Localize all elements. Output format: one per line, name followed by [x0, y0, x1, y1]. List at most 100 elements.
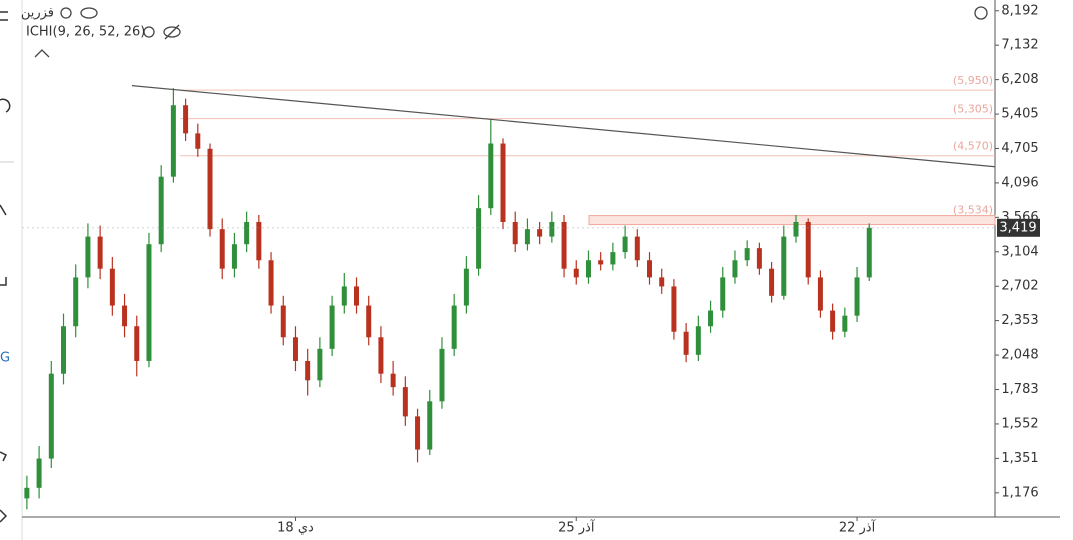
- y-tick-label: 5,405: [1001, 107, 1038, 122]
- candle-body: [402, 387, 408, 417]
- candle-body: [256, 221, 262, 261]
- y-tick-label: 2,353: [1001, 313, 1038, 328]
- tool-icon: [0, 204, 7, 216]
- candle-body: [500, 143, 506, 222]
- candle-body: [134, 326, 140, 361]
- candle-body: [866, 227, 872, 278]
- candle-body: [561, 221, 567, 269]
- candle-body: [683, 331, 689, 355]
- last-price-box: [997, 218, 1040, 237]
- candle-body: [512, 221, 518, 245]
- symbol-name: فزرين: [21, 6, 54, 21]
- level-label: (3,534): [953, 204, 993, 217]
- candle-body: [537, 229, 543, 237]
- candle-body: [634, 236, 640, 261]
- candle-body: [573, 268, 579, 278]
- candle-body: [720, 277, 726, 311]
- y-tick-label: 1,176: [1001, 485, 1038, 500]
- candle-body: [292, 337, 298, 361]
- candle-body: [585, 260, 591, 278]
- candle-body: [476, 208, 482, 269]
- y-tick-label: 1,783: [1001, 382, 1038, 397]
- candle-body: [769, 268, 775, 296]
- candle-body: [305, 360, 311, 381]
- candle-body: [390, 373, 396, 388]
- collapse-icon[interactable]: [34, 49, 50, 58]
- tool-icon: [0, 98, 11, 113]
- y-tick-label: 7,132: [1001, 38, 1038, 53]
- candle-body: [366, 305, 372, 338]
- tool-icon: [0, 509, 8, 523]
- y-tick-label: 1,552: [1001, 416, 1038, 431]
- candle-body: [451, 305, 457, 349]
- level-label: (4,570): [953, 140, 993, 153]
- y-tick-label: 6,208: [1001, 72, 1038, 87]
- candle-body: [805, 221, 811, 278]
- candle-body: [622, 236, 628, 253]
- hidden-icon[interactable]: [164, 24, 180, 40]
- plot: [22, 85, 996, 510]
- candle-body: [854, 277, 860, 316]
- candle-body: [231, 244, 237, 269]
- y-tick-label: 2,702: [1001, 279, 1038, 294]
- level-zone: [588, 215, 996, 226]
- visibility-icon[interactable]: [80, 7, 98, 19]
- settings-icon[interactable]: [60, 7, 72, 19]
- candle-body: [48, 373, 54, 459]
- candle-body: [756, 248, 762, 269]
- candle-body: [219, 229, 225, 269]
- y-tick-label: 4,096: [1001, 175, 1038, 190]
- candle-body: [463, 268, 469, 306]
- level-label: (5,950): [953, 74, 993, 87]
- candle-body: [659, 277, 665, 287]
- settings-icon[interactable]: [143, 26, 155, 38]
- candle-body: [415, 416, 421, 450]
- candle-body: [671, 286, 677, 332]
- candle-body: [317, 348, 323, 381]
- tool-icon: [0, 11, 8, 21]
- tool-icon-text: G: [0, 351, 10, 366]
- indicator-label: ICHI(9, 26, 52, 26): [26, 25, 145, 40]
- y-tick-label: 1,351: [1001, 451, 1038, 466]
- candle-body: [146, 244, 152, 361]
- candle-body: [488, 143, 494, 209]
- y-tick-label: 8,192: [1001, 3, 1038, 18]
- level-label: (5,305): [953, 103, 993, 116]
- candle-body: [598, 260, 604, 265]
- candle-body: [842, 315, 848, 332]
- candle-body: [341, 286, 347, 306]
- candle-body: [610, 252, 616, 265]
- candle-body: [329, 305, 335, 349]
- crosshair-icon[interactable]: [974, 6, 988, 20]
- candle-body: [24, 487, 30, 499]
- visibility-icon[interactable]: [163, 26, 181, 38]
- x-tick-label: 22 آذر: [839, 519, 877, 536]
- candle-body: [708, 310, 714, 327]
- x-tick-label: 25 آذر: [558, 519, 596, 536]
- candle-body: [170, 105, 176, 177]
- candle-body: [195, 133, 201, 149]
- candle-body: [439, 348, 445, 402]
- candle-body: [73, 277, 79, 327]
- x-tick-label: 18 دي: [277, 521, 314, 536]
- candle-body: [524, 229, 530, 245]
- y-tick-label: 2,048: [1001, 348, 1038, 363]
- y-tick-label: 4,705: [1001, 141, 1038, 156]
- tool-icon: [0, 451, 8, 462]
- candle-body: [85, 236, 91, 278]
- last-price-label: 3,419: [999, 220, 1036, 235]
- candle-body: [781, 236, 787, 296]
- trendline: [131, 85, 996, 168]
- candle-body: [549, 221, 555, 237]
- candle-body: [36, 458, 42, 488]
- candle-body: [122, 305, 128, 327]
- candle-body: [109, 268, 115, 306]
- candle-body: [268, 260, 274, 306]
- toolbar-icons: [0, 11, 11, 523]
- candle-body: [695, 326, 701, 355]
- candle-body: [732, 260, 738, 278]
- legend-icons[interactable]: [34, 6, 988, 58]
- candle-body: [97, 236, 103, 269]
